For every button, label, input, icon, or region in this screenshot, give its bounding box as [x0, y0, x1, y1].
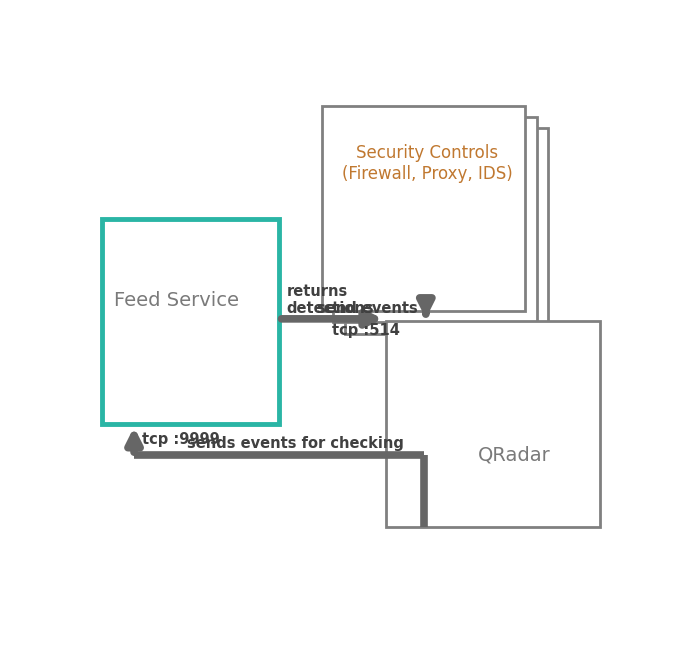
- Text: send events: send events: [317, 301, 418, 316]
- Text: QRadar: QRadar: [477, 446, 551, 464]
- Bar: [386, 321, 600, 527]
- Text: returns
detections: returns detections: [287, 284, 375, 316]
- Text: Security Controls
(Firewall, Proxy, IDS): Security Controls (Firewall, Proxy, IDS): [342, 144, 513, 183]
- Text: Feed Service: Feed Service: [114, 291, 239, 310]
- Text: tcp :514: tcp :514: [333, 323, 400, 338]
- Text: tcp :9999: tcp :9999: [142, 432, 220, 447]
- Bar: [102, 219, 279, 424]
- Bar: [333, 117, 537, 322]
- Text: sends events for checking: sends events for checking: [187, 436, 404, 451]
- Bar: [322, 105, 525, 311]
- Bar: [345, 128, 549, 334]
